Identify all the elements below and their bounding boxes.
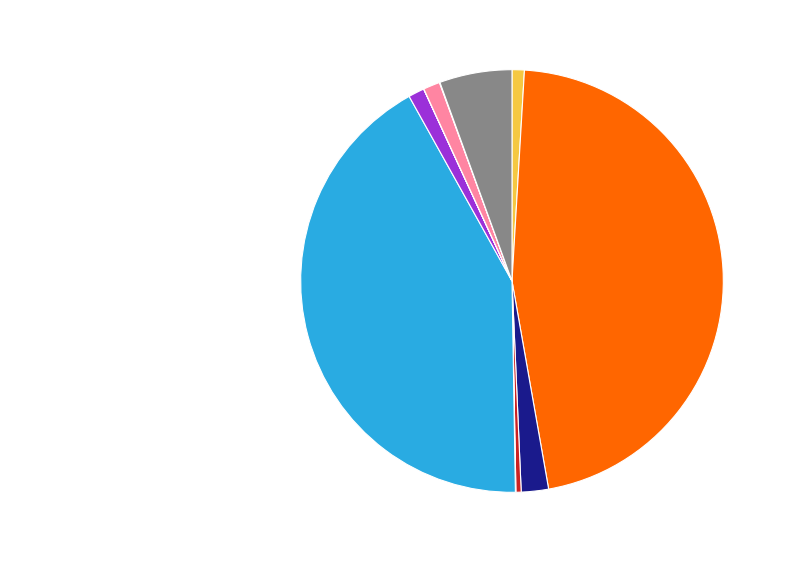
Wedge shape	[301, 97, 515, 492]
Wedge shape	[424, 89, 512, 281]
Wedge shape	[512, 70, 525, 281]
Wedge shape	[409, 89, 512, 281]
Wedge shape	[512, 281, 549, 492]
Wedge shape	[424, 83, 512, 281]
Wedge shape	[440, 70, 512, 281]
Wedge shape	[512, 70, 723, 489]
Wedge shape	[512, 281, 516, 492]
Wedge shape	[512, 281, 522, 492]
Wedge shape	[439, 83, 512, 281]
Wedge shape	[424, 89, 512, 281]
